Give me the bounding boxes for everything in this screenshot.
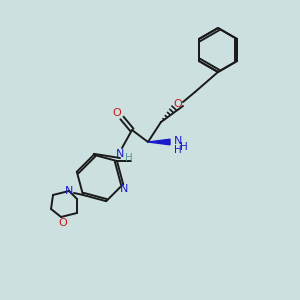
Text: O: O bbox=[59, 218, 68, 228]
Text: O: O bbox=[174, 99, 182, 109]
Text: H: H bbox=[125, 153, 133, 163]
Text: N: N bbox=[65, 186, 73, 196]
Text: N: N bbox=[174, 136, 182, 146]
Text: O: O bbox=[112, 108, 122, 118]
Text: N: N bbox=[120, 184, 128, 194]
Text: H: H bbox=[180, 142, 188, 152]
Polygon shape bbox=[148, 139, 170, 145]
Text: H: H bbox=[174, 145, 182, 155]
Text: N: N bbox=[116, 149, 124, 159]
